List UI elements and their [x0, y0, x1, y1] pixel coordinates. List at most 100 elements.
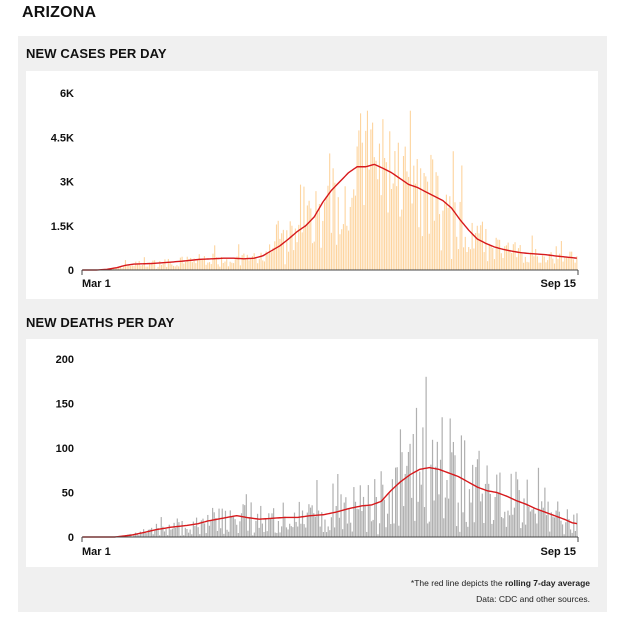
daily-bar: [295, 521, 297, 537]
daily-bar: [443, 518, 445, 537]
daily-bar: [500, 517, 503, 537]
daily-bar: [160, 264, 163, 270]
daily-bar: [274, 241, 276, 270]
daily-bar: [525, 524, 527, 537]
daily-bar: [398, 525, 400, 537]
daily-bar: [214, 245, 216, 270]
daily-bar: [533, 256, 535, 270]
daily-bar: [305, 527, 307, 537]
daily-bar: [511, 253, 513, 270]
daily-bar: [449, 418, 451, 537]
daily-bar: [473, 248, 475, 270]
daily-bar: [224, 510, 227, 537]
daily-bar: [330, 517, 332, 537]
daily-bar: [524, 256, 526, 270]
daily-bar: [261, 523, 263, 537]
daily-bar: [257, 263, 259, 270]
daily-bar: [472, 464, 474, 537]
daily-bar: [162, 263, 164, 270]
daily-bar: [428, 233, 430, 270]
daily-bar: [418, 227, 420, 270]
daily-bar: [461, 165, 463, 270]
daily-bar: [572, 259, 574, 270]
deaths-chart: 0 50 100 150 200 Mar 1 Sep 15: [26, 339, 598, 567]
daily-bar: [573, 514, 575, 537]
daily-bar: [492, 247, 494, 270]
daily-bar: [370, 521, 373, 537]
daily-bar: [356, 508, 358, 537]
daily-bar: [332, 483, 334, 537]
daily-bar: [386, 513, 389, 537]
daily-bar: [483, 252, 485, 270]
daily-bar: [473, 522, 475, 537]
daily-bar: [438, 494, 440, 537]
daily-bar: [138, 535, 140, 537]
daily-bar: [459, 201, 461, 270]
daily-bar: [200, 520, 202, 537]
daily-bar: [466, 251, 468, 270]
daily-bar: [273, 508, 275, 537]
daily-bar: [123, 265, 125, 270]
daily-bar: [533, 508, 535, 537]
daily-bar: [245, 259, 247, 270]
daily-bar: [208, 525, 211, 537]
cases-chart-svg: 0 1.5K 3K 4.5K 6K Mar 1 Sep 15: [51, 88, 579, 290]
daily-bar: [545, 262, 547, 270]
daily-bar: [300, 523, 302, 537]
daily-bar: [305, 225, 307, 270]
daily-bar: [301, 232, 303, 270]
daily-bar: [139, 531, 141, 537]
daily-bar: [229, 510, 231, 537]
daily-bar: [512, 244, 514, 270]
daily-bar: [152, 534, 154, 537]
daily-bar: [430, 464, 432, 537]
daily-bar: [252, 535, 254, 537]
daily-bar: [442, 210, 444, 270]
daily-bar: [298, 501, 300, 537]
daily-bar: [385, 527, 387, 537]
footnote-source: Data: CDC and other sources.: [476, 594, 590, 604]
daily-bar: [375, 497, 377, 537]
daily-bar: [264, 518, 267, 537]
daily-bar: [481, 221, 483, 270]
daily-bar: [406, 465, 408, 537]
daily-bar: [325, 196, 327, 270]
daily-bar: [184, 527, 186, 537]
daily-bar: [569, 251, 571, 270]
daily-bar: [183, 535, 185, 537]
daily-bar: [146, 533, 148, 537]
daily-bar: [162, 526, 164, 537]
daily-bar: [491, 523, 493, 537]
daily-bar: [237, 533, 239, 537]
daily-bar: [451, 452, 453, 537]
daily-bar: [195, 517, 198, 537]
daily-bar: [384, 157, 386, 270]
daily-bar: [555, 510, 557, 537]
daily-bar: [574, 531, 576, 537]
daily-bar: [276, 532, 278, 537]
daily-bar: [536, 523, 538, 537]
cases-chart: 0 1.5K 3K 4.5K 6K Mar 1 Sep 15: [26, 71, 598, 299]
daily-bar: [519, 245, 521, 270]
daily-bar: [210, 520, 212, 537]
daily-bar: [404, 473, 406, 537]
footnote-rolling-average: *The red line depicts the rolling 7-day …: [411, 578, 590, 588]
y-tick-label: 0: [68, 265, 74, 277]
daily-bar: [289, 221, 291, 270]
daily-bar: [121, 268, 123, 270]
daily-bar: [518, 490, 520, 537]
daily-bar: [315, 191, 317, 270]
footnote-bold: rolling 7-day average: [504, 578, 590, 588]
daily-bar: [327, 526, 329, 537]
daily-bar: [494, 497, 496, 537]
daily-bar: [359, 485, 361, 537]
daily-bar: [175, 527, 177, 537]
daily-bar: [205, 533, 207, 537]
daily-bar: [131, 265, 133, 270]
daily-bar: [560, 520, 562, 537]
daily-bar: [234, 519, 236, 537]
daily-bar: [409, 110, 411, 270]
daily-bar: [262, 260, 264, 270]
daily-bar: [557, 501, 559, 537]
daily-bar: [345, 497, 347, 537]
